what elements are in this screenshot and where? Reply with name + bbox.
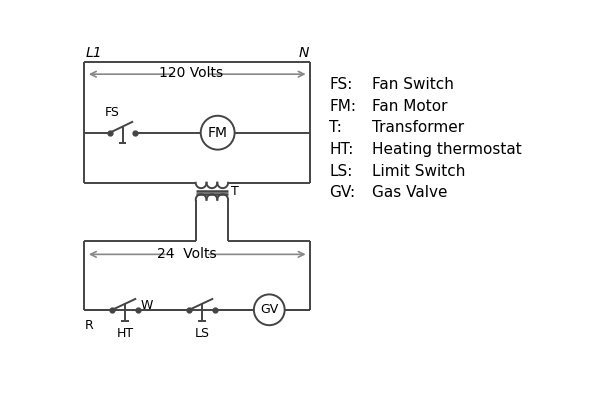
Text: FM: FM bbox=[208, 126, 228, 140]
Text: GV: GV bbox=[260, 303, 278, 316]
Text: Limit Switch: Limit Switch bbox=[372, 164, 465, 178]
Text: Fan Switch: Fan Switch bbox=[372, 77, 454, 92]
Text: Gas Valve: Gas Valve bbox=[372, 185, 447, 200]
Text: LS:: LS: bbox=[329, 164, 353, 178]
Text: Transformer: Transformer bbox=[372, 120, 464, 135]
Text: FS: FS bbox=[105, 106, 120, 119]
Circle shape bbox=[201, 116, 235, 150]
Text: HT:: HT: bbox=[329, 142, 353, 157]
Text: 24  Volts: 24 Volts bbox=[157, 246, 217, 260]
Text: T: T bbox=[231, 186, 239, 198]
Text: LS: LS bbox=[195, 327, 210, 340]
Text: HT: HT bbox=[117, 327, 134, 340]
Text: GV:: GV: bbox=[329, 185, 355, 200]
Text: W: W bbox=[140, 299, 153, 312]
Text: FS:: FS: bbox=[329, 77, 353, 92]
Text: T:: T: bbox=[329, 120, 342, 135]
Text: Heating thermostat: Heating thermostat bbox=[372, 142, 522, 157]
Text: R: R bbox=[85, 319, 94, 332]
Text: Fan Motor: Fan Motor bbox=[372, 99, 447, 114]
Text: N: N bbox=[298, 46, 309, 60]
Text: 120 Volts: 120 Volts bbox=[159, 66, 223, 80]
Circle shape bbox=[254, 294, 284, 325]
Text: L1: L1 bbox=[85, 46, 102, 60]
Text: FM:: FM: bbox=[329, 99, 356, 114]
